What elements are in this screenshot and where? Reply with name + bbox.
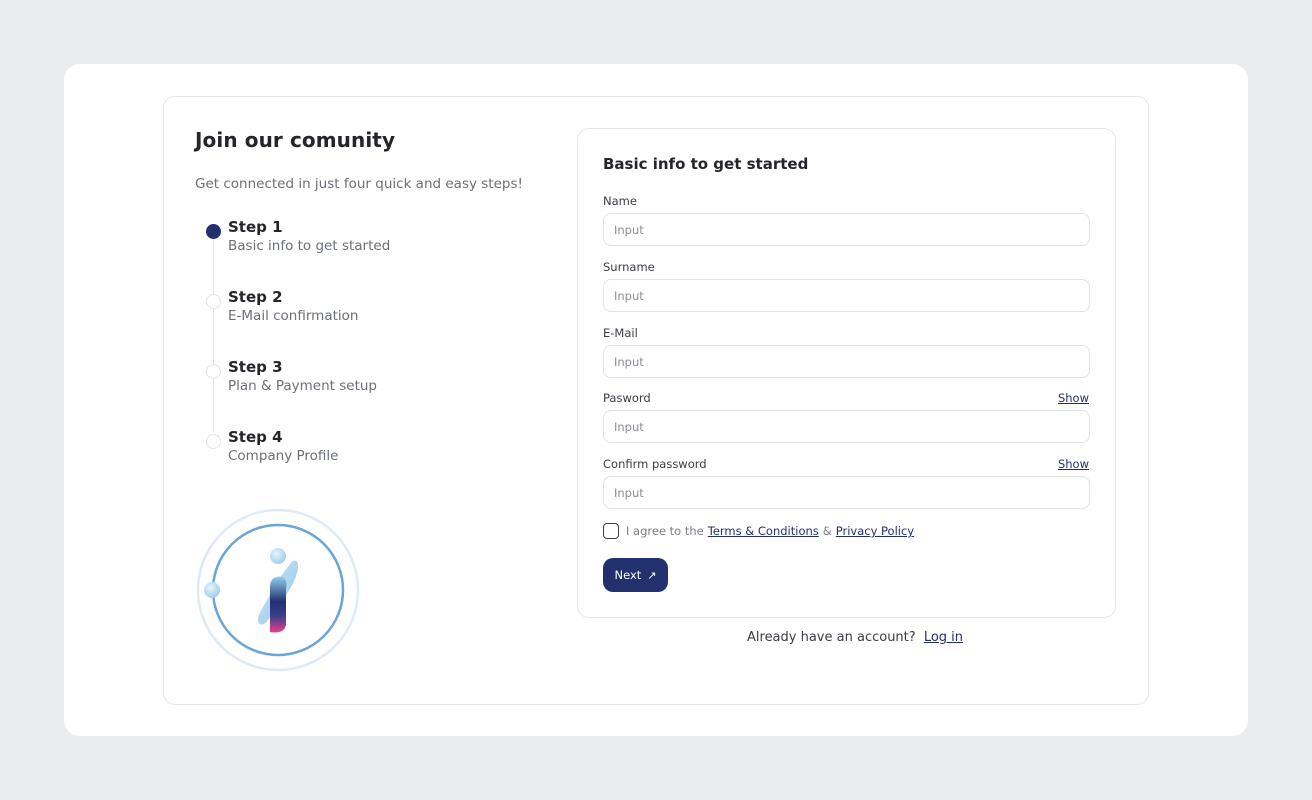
step-4-indicator <box>206 434 221 449</box>
login-link[interactable]: Log in <box>923 630 964 645</box>
email-label: E-Mail <box>603 326 638 340</box>
form-title: Basic info to get started <box>603 155 809 173</box>
login-row: Already have an account? Log in <box>747 630 963 645</box>
name-input[interactable] <box>603 213 1090 246</box>
steps-connector-line <box>213 232 214 432</box>
login-prompt: Already have an account? <box>747 630 916 645</box>
password-show-toggle[interactable]: Show <box>1057 391 1089 405</box>
step-1-description: Basic info to get started <box>228 238 391 254</box>
privacy-policy-link[interactable]: Privacy Policy <box>835 524 915 538</box>
password-input[interactable] <box>603 410 1090 443</box>
agree-checkbox[interactable] <box>603 523 619 539</box>
email-input[interactable] <box>603 345 1090 378</box>
surname-label: Surname <box>603 260 655 274</box>
agreement-separator: & <box>822 524 832 538</box>
step-3-description: Plan & Payment setup <box>228 378 377 394</box>
name-label: Name <box>603 194 637 208</box>
step-2-description: E-Mail confirmation <box>228 308 359 324</box>
page-subtitle: Get connected in just four quick and eas… <box>195 176 523 192</box>
confirm-password-show-toggle[interactable]: Show <box>1057 457 1089 471</box>
arrow-up-right-icon: ↗ <box>647 568 657 582</box>
next-button[interactable]: Next ↗ <box>603 558 668 592</box>
brand-logo-icon <box>196 508 360 672</box>
surname-input[interactable] <box>603 279 1090 312</box>
confirm-password-label: Confirm password <box>603 457 707 471</box>
step-4-description: Company Profile <box>228 448 339 464</box>
confirm-password-input[interactable] <box>603 476 1090 509</box>
step-3-title: Step 3 <box>228 358 283 376</box>
terms-link[interactable]: Terms & Conditions <box>707 524 819 538</box>
agreement-prefix: I agree to the <box>626 524 704 538</box>
step-1-title: Step 1 <box>228 218 283 236</box>
agreement-row: I agree to the Terms & Conditions & Priv… <box>603 522 914 540</box>
step-4-title: Step 4 <box>228 428 283 446</box>
next-button-label: Next <box>614 568 642 582</box>
step-1-indicator-active <box>206 224 221 239</box>
password-label: Pasword <box>603 391 651 405</box>
step-3-indicator <box>206 364 221 379</box>
step-2-title: Step 2 <box>228 288 283 306</box>
page-title: Join our comunity <box>195 128 396 152</box>
step-2-indicator <box>206 294 221 309</box>
